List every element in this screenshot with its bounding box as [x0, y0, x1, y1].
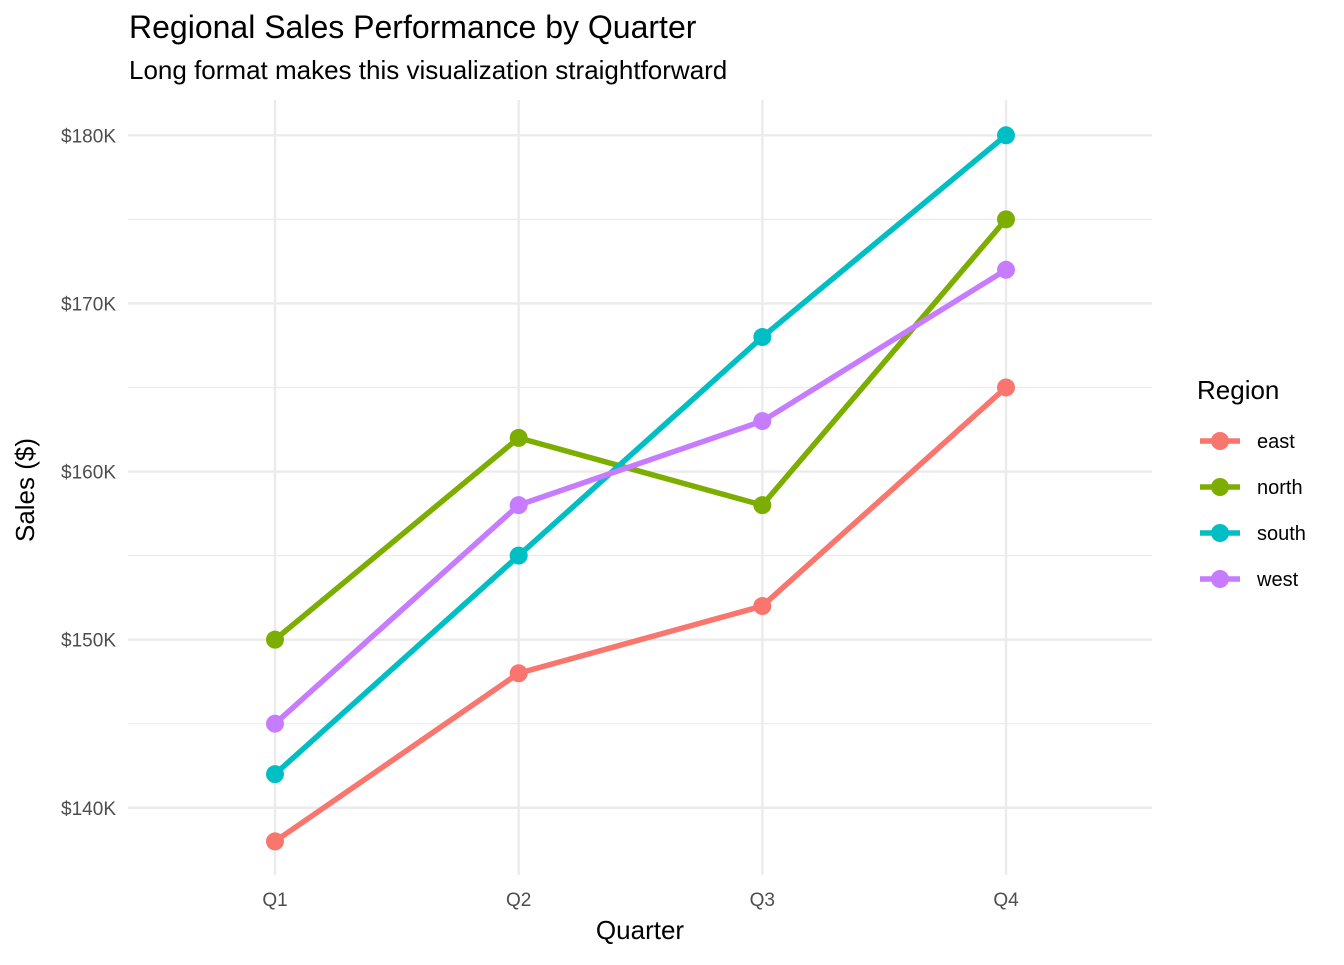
- x-axis-label: Quarter: [596, 915, 684, 945]
- legend-label-east: east: [1257, 431, 1295, 453]
- data-point-north: [509, 428, 528, 447]
- legend-title: Region: [1197, 375, 1279, 405]
- series-line-east: [273, 385, 1008, 844]
- x-tick-label: Q2: [506, 890, 531, 911]
- data-point-east: [997, 378, 1015, 397]
- chart-subtitle: Long format makes this visualization str…: [129, 55, 727, 85]
- series-line-north: [273, 217, 1009, 642]
- x-tick-label: Q1: [262, 890, 287, 911]
- data-point-north: [753, 496, 772, 515]
- legend: east north south west: [1200, 431, 1306, 591]
- data-point-west: [753, 412, 772, 431]
- y-tick-label: $180K: [61, 126, 116, 147]
- data-point-west: [997, 260, 1015, 279]
- data-point-south: [266, 765, 284, 784]
- legend-label-west: west: [1256, 569, 1299, 591]
- data-point-east: [753, 597, 772, 616]
- series-line-south: [273, 133, 1008, 777]
- y-axis-label: Sales ($): [10, 438, 40, 542]
- x-tick-label: Q3: [750, 890, 775, 911]
- data-point-south: [997, 126, 1015, 145]
- y-tick-label: $160K: [61, 463, 116, 484]
- x-tick-label: Q4: [993, 890, 1019, 911]
- data-point-east: [266, 832, 284, 851]
- x-axis-ticks: Q1 Q2 Q3 Q4: [262, 890, 1019, 911]
- data-point-north: [997, 210, 1015, 229]
- y-axis-ticks: $140K $150K $160K $170K $180K: [61, 126, 116, 819]
- chart-title: Regional Sales Performance by Quarter: [129, 9, 697, 45]
- legend-key-point-north: [1211, 478, 1229, 496]
- series-line-west: [273, 267, 1008, 726]
- series-points: [266, 126, 1015, 851]
- y-tick-label: $170K: [61, 294, 116, 315]
- y-tick-label: $150K: [61, 631, 116, 652]
- y-tick-label: $140K: [61, 799, 116, 820]
- data-point-north: [266, 630, 284, 649]
- data-point-west: [509, 496, 528, 515]
- data-point-south: [509, 546, 528, 565]
- data-point-south: [753, 328, 772, 347]
- legend-label-south: south: [1257, 523, 1306, 545]
- legend-label-north: north: [1257, 477, 1303, 499]
- data-point-east: [509, 664, 528, 683]
- series-lines: [273, 133, 1009, 844]
- legend-key-point-east: [1211, 432, 1229, 450]
- legend-key-point-west: [1211, 570, 1229, 588]
- legend-key-point-south: [1211, 524, 1229, 542]
- data-point-west: [266, 714, 284, 733]
